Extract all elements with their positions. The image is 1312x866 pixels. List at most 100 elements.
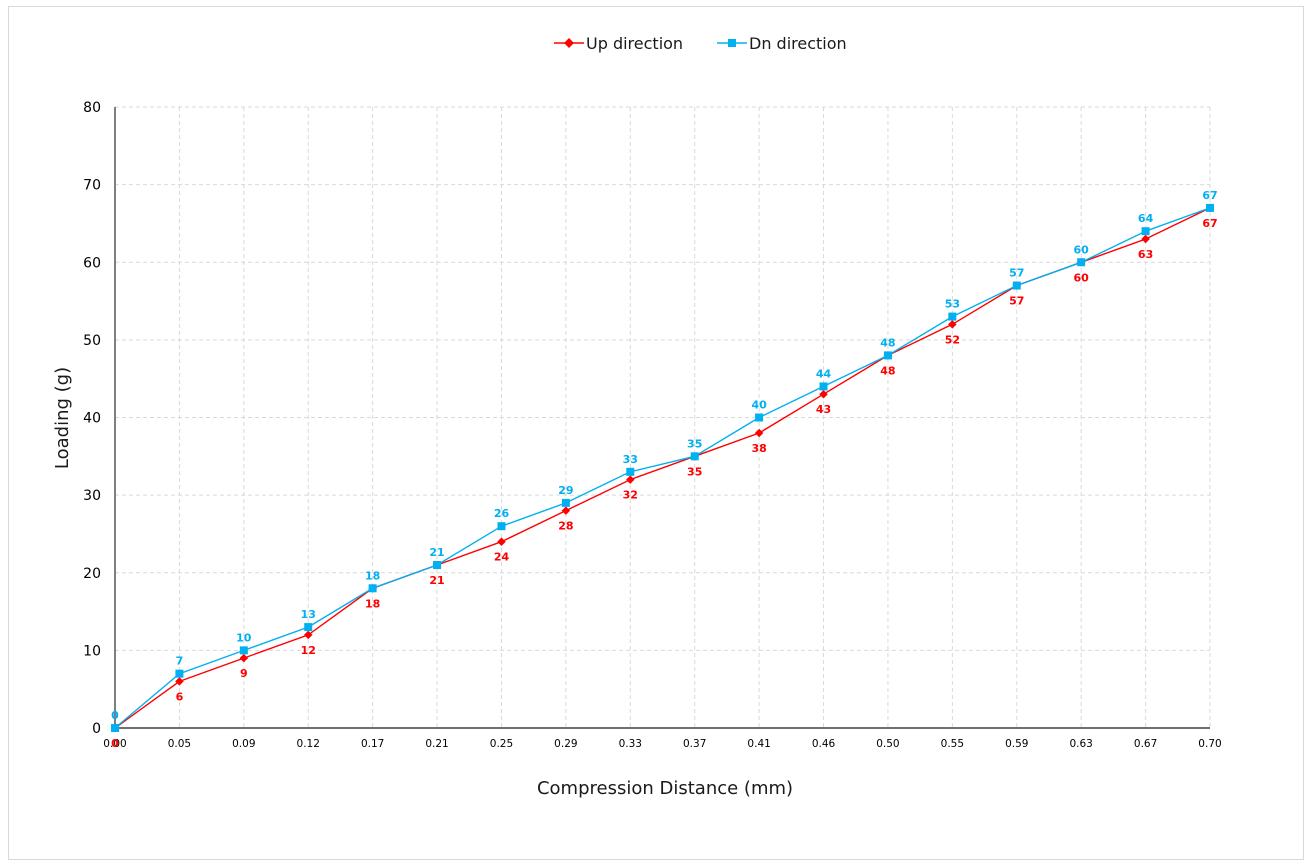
data-label-up: 18 bbox=[365, 597, 380, 610]
y-tick-label: 0 bbox=[92, 721, 101, 737]
legend-label-dn: Dn direction bbox=[749, 34, 847, 53]
data-label-up: 12 bbox=[301, 644, 316, 657]
data-label-up: 0 bbox=[111, 737, 119, 750]
data-label-up: 9 bbox=[240, 667, 248, 680]
data-point-up bbox=[239, 653, 249, 663]
legend: Up direction Dn direction bbox=[554, 34, 847, 53]
data-point-dn bbox=[368, 584, 377, 593]
data-label-up: 67 bbox=[1202, 217, 1217, 230]
legend-marker-up bbox=[564, 38, 574, 48]
x-axis-title: Compression Distance (mm) bbox=[537, 778, 793, 799]
x-tick-label: 0.37 bbox=[683, 738, 706, 750]
data-label-up: 38 bbox=[751, 442, 766, 455]
data-label-up: 48 bbox=[880, 364, 895, 377]
chart-frame bbox=[8, 6, 1304, 860]
x-tick-label: 0.55 bbox=[941, 738, 964, 750]
data-point-dn bbox=[690, 452, 699, 461]
y-tick-label: 10 bbox=[83, 643, 101, 659]
x-tick-label: 0.46 bbox=[812, 738, 836, 750]
data-label-up: 57 bbox=[1009, 295, 1024, 308]
data-point-up bbox=[561, 506, 571, 515]
data-point-up bbox=[819, 389, 828, 399]
data-point-dn bbox=[1012, 281, 1021, 290]
data-label-dn: 40 bbox=[751, 399, 767, 412]
data-point-dn bbox=[304, 623, 313, 632]
data-labels: 0 6 9 12 18 21 24 28 32 35 38 43 48 52 57 60 63 67 0 7 10 13 1… bbox=[111, 189, 1217, 750]
series bbox=[110, 203, 1215, 733]
data-label-dn: 18 bbox=[365, 569, 380, 582]
y-tick-label: 60 bbox=[83, 255, 101, 271]
x-tick-label: 0.25 bbox=[490, 738, 513, 750]
data-label-dn: 21 bbox=[429, 546, 444, 559]
data-point-dn bbox=[1141, 227, 1150, 236]
legend-item-up[interactable]: Up direction bbox=[554, 34, 683, 53]
data-point-dn bbox=[948, 312, 957, 321]
data-label-dn: 48 bbox=[880, 336, 895, 349]
data-label-dn: 53 bbox=[945, 298, 960, 311]
data-point-dn bbox=[755, 413, 764, 422]
x-tick-label: 0.50 bbox=[876, 738, 899, 750]
data-label-dn: 0 bbox=[111, 709, 119, 722]
data-point-dn bbox=[626, 467, 635, 476]
data-point-dn bbox=[1206, 203, 1214, 212]
data-label-up: 32 bbox=[623, 489, 638, 502]
data-label-dn: 7 bbox=[176, 655, 184, 668]
legend-item-dn[interactable]: Dn direction bbox=[717, 34, 847, 53]
data-point-dn bbox=[561, 498, 570, 507]
data-label-up: 43 bbox=[816, 403, 831, 416]
x-tick-label: 0.17 bbox=[361, 738, 384, 750]
data-point-up bbox=[626, 475, 635, 484]
x-tick-label: 0.63 bbox=[1069, 738, 1092, 750]
data-point-dn bbox=[1077, 258, 1086, 267]
y-tick-label: 50 bbox=[83, 333, 101, 349]
data-point-up bbox=[754, 428, 764, 438]
data-label-dn: 57 bbox=[1009, 267, 1024, 280]
x-tick-label: 0.12 bbox=[297, 738, 320, 750]
x-tick-label: 0.59 bbox=[1005, 738, 1028, 750]
x-tick-label: 0.05 bbox=[168, 738, 191, 750]
data-label-dn: 33 bbox=[623, 453, 638, 466]
y-tick-label: 70 bbox=[83, 178, 101, 194]
data-point-up bbox=[1141, 234, 1150, 244]
data-point-up bbox=[303, 630, 313, 640]
data-point-dn bbox=[433, 560, 442, 569]
x-tick-label: 0.33 bbox=[619, 738, 642, 750]
data-label-dn: 64 bbox=[1138, 212, 1154, 225]
data-label-dn: 35 bbox=[687, 437, 702, 450]
x-tick-label: 0.29 bbox=[554, 738, 577, 750]
y-tick-label: 80 bbox=[83, 100, 101, 116]
data-label-dn: 29 bbox=[558, 484, 573, 497]
data-label-up: 6 bbox=[176, 690, 184, 703]
data-label-dn: 44 bbox=[816, 367, 832, 380]
x-tick-label: 0.70 bbox=[1198, 738, 1221, 750]
data-label-dn: 67 bbox=[1202, 189, 1217, 202]
x-tick-label: 0.00 bbox=[103, 738, 126, 750]
data-point-up bbox=[948, 320, 957, 329]
y-tick-label: 30 bbox=[83, 488, 101, 504]
data-point-dn bbox=[175, 669, 184, 678]
data-point-dn bbox=[111, 724, 119, 732]
y-tick-label: 40 bbox=[83, 411, 101, 427]
data-point-dn bbox=[883, 351, 892, 360]
data-label-up: 52 bbox=[945, 333, 960, 346]
data-point-dn bbox=[239, 646, 248, 655]
x-tick-label: 0.09 bbox=[232, 738, 255, 750]
x-tick-label: 0.21 bbox=[425, 738, 448, 750]
legend-marker-dn bbox=[728, 39, 736, 47]
y-tick-label: 20 bbox=[83, 566, 101, 582]
data-point-up bbox=[497, 537, 506, 546]
legend-label-up: Up direction bbox=[586, 34, 683, 53]
data-label-up: 24 bbox=[494, 551, 510, 564]
data-label-dn: 10 bbox=[236, 631, 252, 644]
data-label-up: 28 bbox=[558, 520, 573, 533]
x-tick-label: 0.41 bbox=[747, 738, 770, 750]
data-label-up: 35 bbox=[687, 465, 702, 478]
data-label-up: 63 bbox=[1138, 248, 1153, 261]
series-line-dn bbox=[114, 207, 1211, 729]
data-label-dn: 60 bbox=[1074, 243, 1090, 256]
x-tick-label: 0.67 bbox=[1134, 738, 1157, 750]
grid bbox=[115, 106, 1211, 728]
data-point-dn bbox=[497, 522, 506, 531]
